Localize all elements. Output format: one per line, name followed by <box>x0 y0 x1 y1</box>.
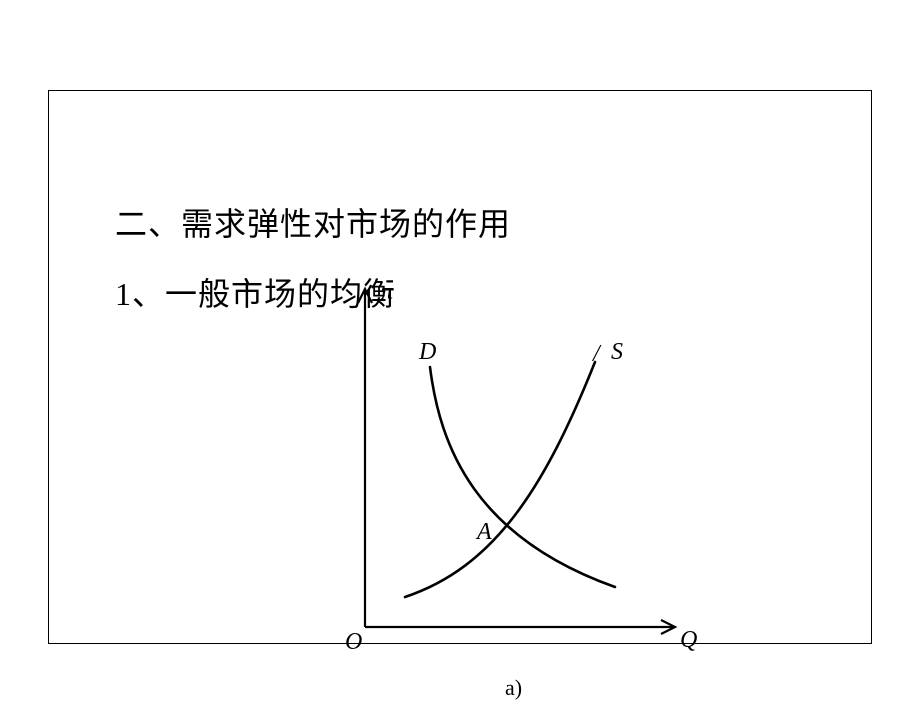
sub-caption: a) <box>505 675 522 700</box>
slide-page: 二、需求弹性对市场的作用 1、一般市场的均衡 D / S <box>0 0 920 701</box>
supply-curve <box>405 362 595 597</box>
supply-label: S <box>611 339 623 365</box>
axes-group <box>358 289 675 634</box>
demand-curve <box>430 367 615 587</box>
demand-label: D <box>418 339 436 365</box>
y-axis-label: π <box>381 279 394 305</box>
section-heading: 二、需求弹性对市场的作用 <box>115 199 511 245</box>
origin-label: O <box>345 629 362 655</box>
supply-demand-chart: D / S A π Q O a) <box>325 277 705 707</box>
x-axis-label: Q <box>680 627 697 653</box>
intersection-label: A <box>475 519 492 545</box>
slide-border: 二、需求弹性对市场的作用 1、一般市场的均衡 D / S <box>48 90 872 644</box>
supply-tail-icon: / <box>591 341 602 367</box>
